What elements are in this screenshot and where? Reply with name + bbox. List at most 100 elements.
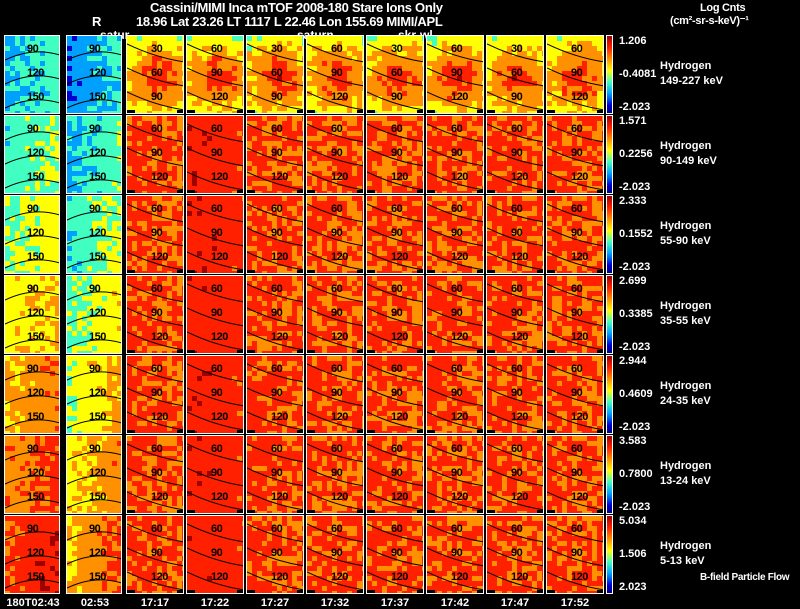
pixel xyxy=(352,126,357,131)
pixel xyxy=(252,186,257,191)
pixel xyxy=(527,71,532,76)
pixel xyxy=(237,186,242,191)
pixel xyxy=(207,156,212,161)
pixel xyxy=(427,181,432,186)
pixel xyxy=(317,181,322,186)
pixel xyxy=(212,91,217,96)
pixel xyxy=(207,166,212,171)
pixel xyxy=(187,221,192,226)
pixel xyxy=(182,176,183,181)
contour-label: 30 xyxy=(511,43,523,55)
pixel xyxy=(292,96,297,101)
pixel xyxy=(367,56,372,61)
pixel xyxy=(362,136,363,141)
pixel xyxy=(387,161,392,166)
pixel xyxy=(392,131,397,136)
pixel xyxy=(50,141,55,146)
pixel xyxy=(392,66,397,71)
pixel xyxy=(67,101,72,106)
pixel xyxy=(517,46,522,51)
pixel xyxy=(222,271,227,273)
pixel xyxy=(97,111,102,113)
pixel xyxy=(217,266,222,271)
pixel xyxy=(562,36,567,41)
pixel xyxy=(552,36,557,41)
pixel xyxy=(82,256,87,261)
pixel xyxy=(117,256,121,261)
pixel xyxy=(112,41,117,46)
pixel xyxy=(197,126,202,131)
pixel xyxy=(452,51,457,56)
pixel xyxy=(417,106,422,111)
pixel xyxy=(497,101,502,106)
pixel xyxy=(92,196,97,201)
pixel xyxy=(502,51,507,56)
species-label: Hydrogen xyxy=(660,60,712,72)
pixel xyxy=(587,96,592,101)
pixel xyxy=(202,116,207,121)
pixel xyxy=(317,136,322,141)
pixel xyxy=(397,181,402,186)
pixel xyxy=(462,186,467,191)
pixel xyxy=(15,251,20,256)
pixel xyxy=(117,101,121,106)
pixel xyxy=(467,61,472,66)
pixel xyxy=(477,171,482,176)
pixel xyxy=(242,126,243,131)
pixel xyxy=(532,156,537,161)
pixel xyxy=(407,151,412,156)
pixel xyxy=(157,76,162,81)
pixel xyxy=(257,221,262,226)
pixel xyxy=(30,121,35,126)
pixel xyxy=(272,241,277,246)
pixel xyxy=(192,46,197,51)
pixel xyxy=(132,156,137,161)
pixel xyxy=(15,146,20,151)
pixel xyxy=(557,36,562,41)
pixel xyxy=(247,256,252,261)
pixel xyxy=(517,111,522,113)
pixel xyxy=(207,141,212,146)
pixel xyxy=(512,71,517,76)
pixel xyxy=(322,46,327,51)
pixel xyxy=(512,86,517,91)
pixel xyxy=(40,181,45,186)
pixel xyxy=(282,241,287,246)
pixel xyxy=(207,181,212,186)
pixel xyxy=(312,36,317,41)
pixel xyxy=(20,266,25,271)
pixel xyxy=(597,36,602,41)
pixel xyxy=(232,71,237,76)
pixel xyxy=(177,166,182,171)
pixel xyxy=(202,81,207,86)
pixel xyxy=(527,166,532,171)
pixel xyxy=(282,166,287,171)
pixel xyxy=(182,261,183,266)
pixel xyxy=(20,151,25,156)
image-panel: 60 90 120 xyxy=(426,35,484,114)
pixel xyxy=(217,241,222,246)
pixel xyxy=(72,81,77,86)
pixel xyxy=(602,71,603,76)
pixel xyxy=(97,166,102,171)
pixel xyxy=(92,271,97,273)
pixel xyxy=(147,236,152,241)
pixel xyxy=(402,131,407,136)
pixel xyxy=(77,126,82,131)
pixel xyxy=(167,46,172,51)
pixel xyxy=(452,36,457,41)
pixel xyxy=(247,231,252,236)
pixel xyxy=(25,151,30,156)
pixel xyxy=(35,181,40,186)
pixel xyxy=(30,201,35,206)
pixel xyxy=(377,91,382,96)
contour-label: 120 xyxy=(391,171,408,183)
pixel xyxy=(162,46,167,51)
pixel xyxy=(532,176,537,181)
pixel xyxy=(102,51,107,56)
pixel xyxy=(527,41,532,46)
pixel xyxy=(482,141,483,146)
pixel xyxy=(35,71,40,76)
pixel xyxy=(157,61,162,66)
pixel xyxy=(407,126,412,131)
